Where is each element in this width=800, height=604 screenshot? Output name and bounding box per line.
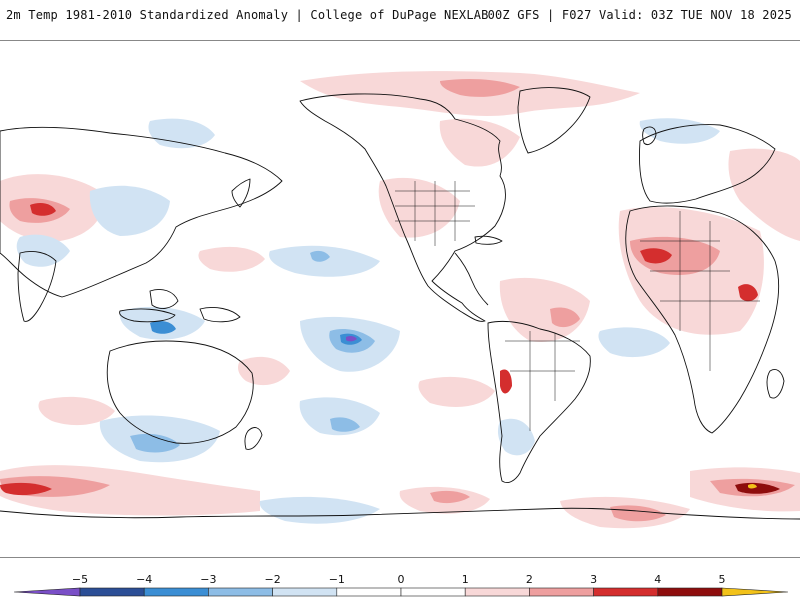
- antarctica-outline: [0, 507, 800, 520]
- warm-anomaly-area: [30, 203, 56, 216]
- warm-anomaly-area: [748, 483, 757, 489]
- south-america-outline: [487, 320, 591, 484]
- warm-anomaly-area: [430, 490, 470, 504]
- map-title: 2m Temp 1981-2010 Standardized Anomaly |…: [6, 8, 489, 22]
- us-borders: [395, 181, 475, 246]
- warm-anomaly-area: [0, 482, 52, 496]
- anomaly-map: [0, 40, 800, 558]
- warm-anomaly-area: [630, 236, 720, 275]
- cold-anomaly-area: [150, 321, 176, 334]
- madagascar-outline: [766, 369, 785, 399]
- new-zealand-outline: [244, 427, 263, 450]
- cold-anomaly-area: [89, 185, 170, 236]
- north-america-outline: [299, 93, 506, 322]
- new-guinea-outline: [199, 306, 241, 323]
- warm-anomaly-area: [610, 505, 666, 522]
- warm-anomaly-area: [728, 148, 800, 241]
- india-outline: [17, 250, 57, 322]
- cold-anomaly-area: [330, 417, 360, 432]
- colorbar-svg: −5 −4 −3 −2 −1 0 1 2 3 4 5: [13, 573, 789, 597]
- greenland-outline: [517, 87, 591, 154]
- colorbar-segment: [464, 587, 530, 597]
- warm-anomaly-area: [738, 284, 758, 302]
- colorbar-tick-label: 4: [654, 573, 661, 586]
- colorbar-segment: [657, 587, 723, 597]
- warm-anomaly-area: [735, 482, 780, 494]
- cold-anomaly-area: [310, 250, 330, 262]
- cold-anomaly-area: [16, 234, 70, 267]
- warm-anomaly-area: [418, 376, 495, 407]
- asia-outline: [0, 126, 283, 298]
- colorbar: −5 −4 −3 −2 −1 0 1 2 3 4 5: [0, 568, 800, 600]
- colorbar-segment: [529, 587, 594, 597]
- warm-anomaly-area: [500, 369, 512, 394]
- cold-anomaly-area: [346, 335, 357, 342]
- colorbar-above-max-arrow: [721, 587, 789, 597]
- japan-outline: [231, 178, 251, 208]
- warm-anomaly-area: [440, 79, 520, 97]
- colorbar-tick-label: −4: [136, 573, 152, 586]
- colorbar-segment: [593, 587, 659, 597]
- warm-anomaly-area: [640, 248, 672, 264]
- warm-anomaly-area: [550, 307, 580, 328]
- europe-outline: [639, 124, 776, 204]
- colorbar-below-min-arrow: [13, 587, 81, 597]
- colorbar-tick-label: 2: [526, 573, 533, 586]
- colorbar-tick-label: 1: [462, 573, 469, 586]
- cold-anomaly-area: [130, 433, 180, 453]
- cold-anomaly-area: [598, 327, 670, 358]
- anomaly-shading: [0, 71, 800, 529]
- warm-anomaly-area: [38, 396, 115, 426]
- africa-borders: [640, 211, 760, 371]
- colorbar-segment: [400, 587, 466, 597]
- colorbar-segment: [208, 587, 273, 597]
- australia-outline: [106, 340, 254, 444]
- anomaly-map-canvas: [0, 41, 800, 557]
- colorbar-tick-label: −5: [72, 573, 88, 586]
- colorbar-tick-label: 5: [719, 573, 726, 586]
- south-america-borders: [505, 331, 580, 431]
- warm-anomaly-area: [439, 118, 520, 167]
- cuba-outline: [474, 235, 503, 245]
- cold-anomaly-area: [497, 418, 535, 456]
- borneo-outline: [149, 289, 179, 309]
- colorbar-tick-label: −1: [329, 573, 345, 586]
- cold-anomaly-area: [259, 496, 380, 524]
- warm-anomaly-area: [378, 177, 460, 238]
- colorbar-segment: [272, 587, 338, 597]
- warm-anomaly-area: [238, 356, 290, 386]
- map-header: 2m Temp 1981-2010 Standardized Anomaly |…: [0, 0, 800, 40]
- cold-anomaly-area: [269, 245, 380, 277]
- model-run-valid-time: 00Z GFS | F027 Valid: 03Z TUE NOV 18 202…: [487, 8, 792, 22]
- colorbar-tick-label: 0: [398, 573, 405, 586]
- africa-outline: [625, 205, 780, 434]
- cold-anomaly-area: [148, 118, 215, 149]
- colorbar-segment: [336, 587, 402, 597]
- uk-outline: [642, 126, 657, 146]
- central-america-outline: [454, 252, 489, 306]
- colorbar-tick-label: 3: [590, 573, 597, 586]
- indonesia-outline: [119, 308, 176, 323]
- cold-anomaly-area: [299, 397, 380, 436]
- colorbar-tick-label: −2: [264, 573, 280, 586]
- colorbar-segment: [79, 587, 145, 597]
- coastlines: [0, 87, 800, 520]
- colorbar-tick-label: −3: [200, 573, 216, 586]
- warm-anomaly-area: [198, 246, 265, 272]
- colorbar-segment: [143, 587, 209, 597]
